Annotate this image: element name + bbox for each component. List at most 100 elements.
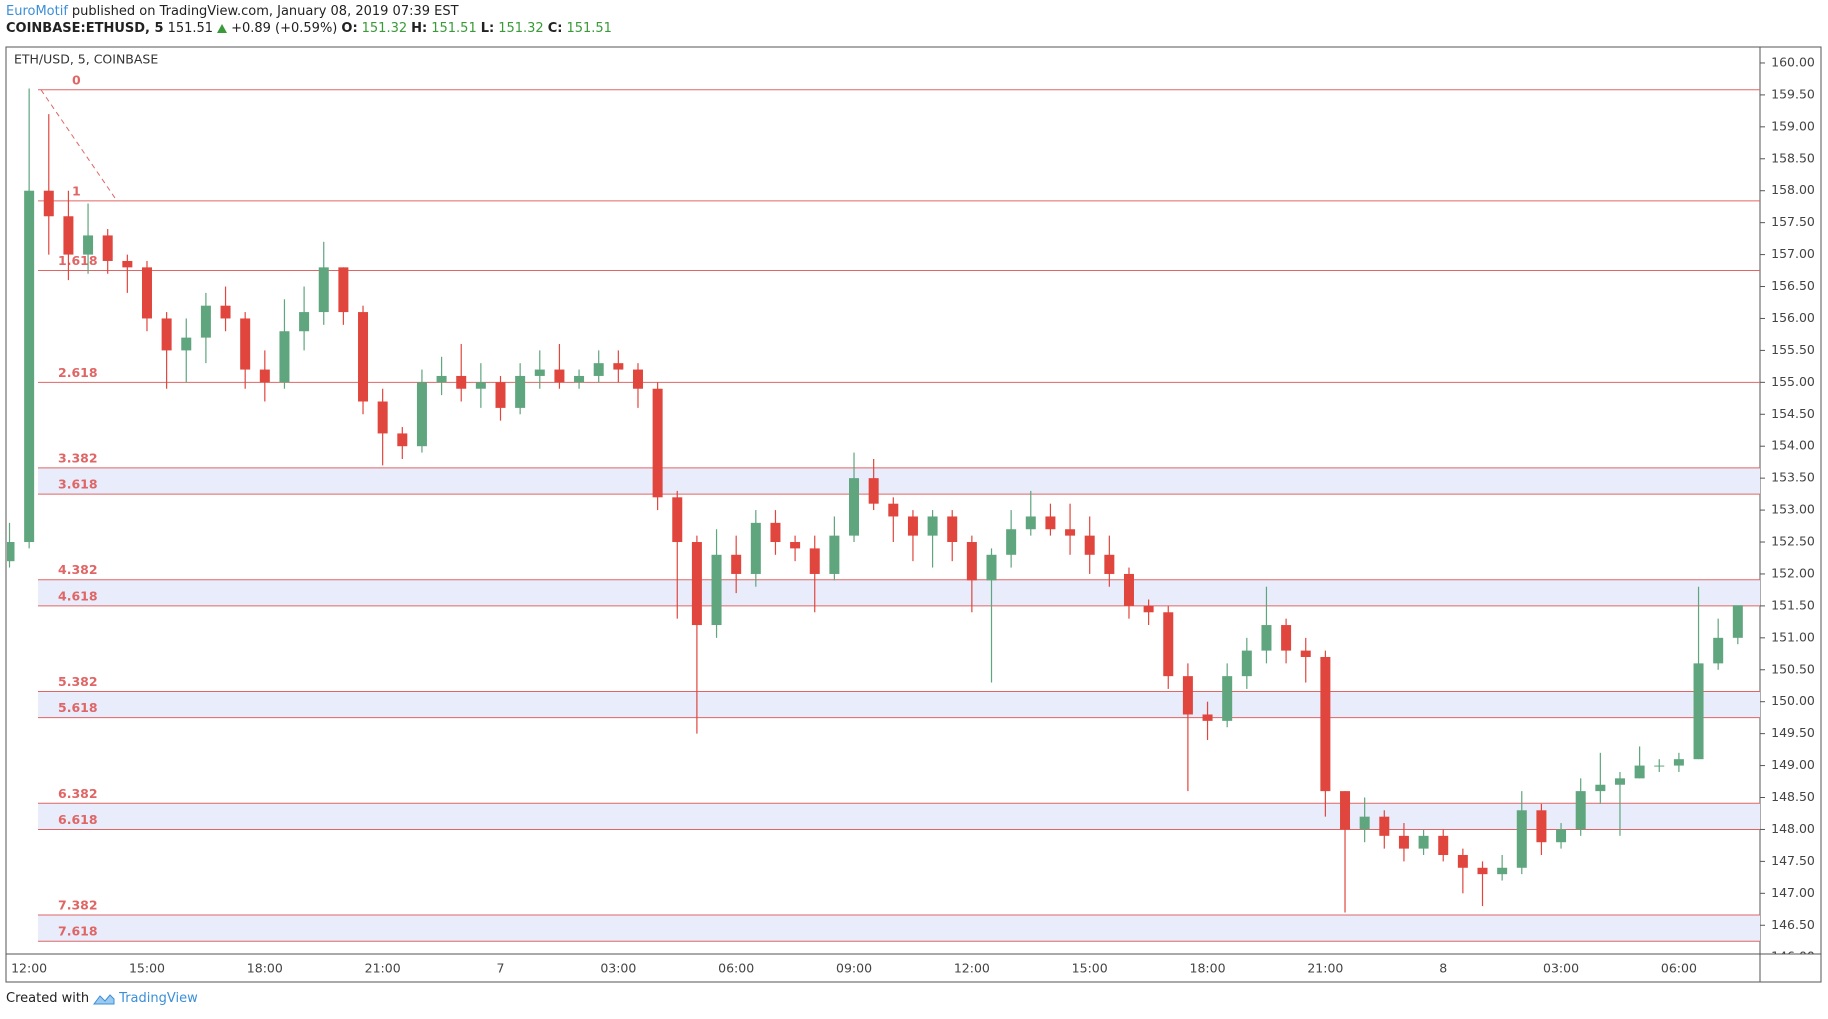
fib-label: 5.618 bbox=[58, 700, 98, 715]
y-tick-label: 150.00 bbox=[1771, 693, 1815, 708]
candle-body bbox=[495, 382, 506, 408]
candle-body bbox=[731, 554, 742, 574]
fib-label: 1.618 bbox=[58, 253, 98, 268]
y-tick-label: 149.50 bbox=[1771, 725, 1815, 740]
fib-band bbox=[38, 691, 1760, 718]
time-axis: 12:00 15:00 18:00 21:00 7 03:00 06:00 09:00 12:0… bbox=[11, 961, 1697, 976]
x-tick-label: 12:00 bbox=[11, 961, 47, 976]
candle-body bbox=[1536, 810, 1547, 843]
candle-body bbox=[259, 369, 270, 383]
candle-body bbox=[1320, 656, 1331, 792]
candle-body bbox=[652, 388, 663, 498]
x-tick-label: 03:00 bbox=[600, 961, 636, 976]
candle-body bbox=[416, 382, 427, 447]
ohlc-value: 151.51 bbox=[566, 21, 612, 36]
y-tick-label: 154.00 bbox=[1771, 438, 1815, 453]
candle-body bbox=[1713, 637, 1724, 664]
ohlc-value: 151.51 bbox=[431, 21, 477, 36]
last-price: 151.51 bbox=[167, 21, 214, 36]
candle-body bbox=[1065, 529, 1076, 536]
header-line: EuroMotif published on TradingView.com, … bbox=[6, 4, 459, 19]
footer: Created with TradingView bbox=[6, 991, 198, 1006]
candle-body bbox=[554, 369, 565, 383]
candle-body bbox=[1241, 650, 1252, 677]
x-tick-label: 09:00 bbox=[836, 961, 872, 976]
candle-body bbox=[24, 190, 35, 543]
candle-body bbox=[986, 554, 997, 581]
candle-body bbox=[809, 548, 820, 574]
candle-body bbox=[1300, 650, 1311, 657]
candle-body bbox=[83, 235, 94, 255]
y-tick-label: 146.50 bbox=[1771, 917, 1815, 932]
fib-label: 3.382 bbox=[58, 450, 98, 465]
y-tick-label: 156.50 bbox=[1771, 278, 1815, 293]
candle-body bbox=[1614, 778, 1625, 785]
y-tick-label: 157.00 bbox=[1771, 246, 1815, 261]
fib-label: 2.618 bbox=[58, 365, 98, 380]
y-tick-label: 147.50 bbox=[1771, 853, 1815, 868]
candle-body bbox=[849, 478, 860, 536]
candles bbox=[7, 88, 1743, 913]
candle-body bbox=[1359, 816, 1370, 830]
ohlc-value: 151.32 bbox=[498, 21, 544, 36]
candle-body bbox=[1379, 816, 1390, 836]
candle-body bbox=[338, 267, 349, 313]
ohlc-label: L: bbox=[480, 21, 495, 36]
y-tick-label: 153.50 bbox=[1771, 470, 1815, 485]
y-tick-label: 147.00 bbox=[1771, 885, 1815, 900]
ohlc-label: C: bbox=[547, 21, 563, 36]
fib-levels: 0 1 1.618 2.618 3.382 3.618 4.382 4.618 5.382 5.6… bbox=[38, 72, 1760, 942]
candle-body bbox=[1595, 784, 1606, 792]
fib-label: 6.382 bbox=[58, 786, 98, 801]
y-tick-label: 152.50 bbox=[1771, 534, 1815, 549]
x-tick-label: 8 bbox=[1439, 961, 1447, 976]
candle-body bbox=[141, 267, 152, 319]
fib-label: 7.382 bbox=[58, 898, 98, 913]
candle-body bbox=[1654, 765, 1665, 767]
candle-body bbox=[691, 542, 702, 626]
candle-body bbox=[1143, 605, 1154, 613]
y-tick-label: 146.00 bbox=[1771, 949, 1815, 964]
ohlc-value: 151.32 bbox=[361, 21, 408, 36]
candle-body bbox=[102, 235, 113, 261]
publish-info: published on TradingView.com, January 08… bbox=[71, 4, 459, 19]
candle-body bbox=[475, 382, 486, 389]
fib-label: 6.618 bbox=[58, 812, 98, 827]
candle-body bbox=[122, 260, 133, 268]
candle-body bbox=[1084, 535, 1095, 555]
candle-body bbox=[927, 516, 938, 536]
x-tick-label: 18:00 bbox=[1190, 961, 1226, 976]
y-tick-label: 160.00 bbox=[1771, 54, 1815, 69]
candle-body bbox=[907, 516, 918, 536]
candle-body bbox=[613, 363, 624, 370]
brand-link[interactable]: TradingView bbox=[119, 991, 198, 1006]
candle-body bbox=[456, 375, 467, 389]
candle-body bbox=[534, 369, 545, 376]
brand-logo bbox=[93, 993, 115, 1004]
y-tick-label: 159.00 bbox=[1771, 118, 1815, 133]
y-tick-label: 149.00 bbox=[1771, 757, 1815, 772]
ohlc-label: O: bbox=[341, 21, 358, 36]
candle-body bbox=[888, 503, 899, 517]
candle-body bbox=[672, 497, 683, 543]
candle-body bbox=[63, 216, 74, 255]
up-arrow bbox=[217, 24, 228, 33]
candle-body bbox=[574, 375, 585, 383]
candle-body bbox=[299, 312, 310, 332]
candle-body bbox=[358, 312, 369, 402]
fib-band bbox=[38, 915, 1760, 942]
x-tick-label: 03:00 bbox=[1543, 961, 1579, 976]
change: +0.89 (+0.59%) bbox=[231, 21, 338, 36]
y-tick-label: 153.00 bbox=[1771, 502, 1815, 517]
author-link[interactable]: EuroMotif bbox=[6, 4, 68, 19]
x-tick-label: 15:00 bbox=[1072, 961, 1108, 976]
fib-label: 3.618 bbox=[58, 477, 98, 492]
y-tick-label: 150.50 bbox=[1771, 661, 1815, 676]
candle-body bbox=[711, 554, 722, 626]
candle-body bbox=[829, 535, 840, 574]
candle-body bbox=[220, 305, 231, 319]
y-tick-label: 152.00 bbox=[1771, 565, 1815, 580]
candle-body bbox=[1673, 759, 1684, 766]
x-tick-label: 15:00 bbox=[129, 961, 165, 976]
